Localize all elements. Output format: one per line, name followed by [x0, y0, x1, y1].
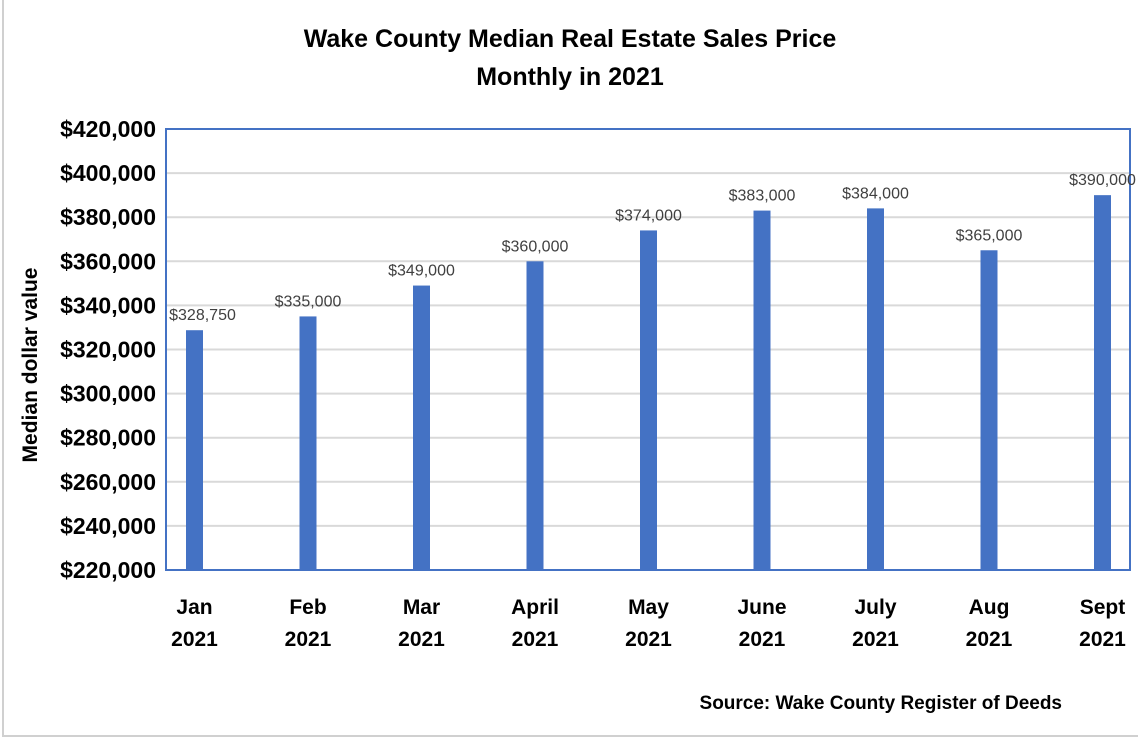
chart-title-line-2: Monthly in 2021 [476, 63, 664, 91]
bar-aug [980, 250, 998, 570]
y-tick-label: $360,000 [60, 248, 156, 274]
bar-jan [186, 330, 203, 570]
bar-july [867, 208, 884, 570]
data-label: $384,000 [842, 185, 909, 202]
y-tick-label: $340,000 [60, 292, 156, 318]
bar-april [526, 261, 544, 570]
data-label: $349,000 [388, 263, 455, 280]
x-tick-label: Mar [403, 596, 440, 619]
bar-may [640, 230, 657, 570]
x-tick-label: 2021 [398, 628, 445, 651]
x-tick-label: July [854, 596, 896, 619]
x-tick-label: Feb [289, 596, 326, 619]
x-tick-label: 2021 [512, 628, 559, 651]
plot-area-border [165, 128, 1131, 571]
y-tick-label: $260,000 [60, 469, 156, 495]
x-tick-label: 2021 [625, 628, 672, 651]
bar-sept [1094, 195, 1111, 570]
source-note: Source: Wake County Register of Deeds [700, 693, 1062, 714]
y-tick-label: $380,000 [60, 204, 156, 230]
y-tick-label: $280,000 [60, 425, 156, 451]
x-tick-label: Jan [176, 596, 212, 619]
data-label: $328,750 [169, 307, 236, 324]
bar-feb [299, 316, 317, 570]
data-label: $390,000 [1069, 172, 1136, 189]
bar-mar [413, 285, 430, 570]
y-tick-label: $220,000 [60, 557, 156, 583]
x-tick-label: 2021 [966, 628, 1013, 651]
x-tick-label: Aug [969, 596, 1010, 619]
y-tick-label: $400,000 [60, 160, 156, 186]
y-tick-label: $240,000 [60, 513, 156, 539]
data-label: $374,000 [615, 207, 682, 224]
data-label: $360,000 [502, 238, 569, 255]
y-tick-label: $300,000 [60, 381, 156, 407]
chart-title-line-1: Wake County Median Real Estate Sales Pri… [304, 25, 837, 53]
data-label: $365,000 [956, 227, 1023, 244]
x-tick-label: April [511, 596, 559, 619]
x-tick-label: May [628, 596, 669, 619]
y-axis-label: Median dollar value [19, 268, 42, 463]
x-tick-label: 2021 [739, 628, 786, 651]
data-label: $383,000 [729, 188, 796, 205]
x-tick-label: June [737, 596, 786, 619]
x-tick-label: 2021 [852, 628, 899, 651]
x-tick-label: Sept [1080, 596, 1126, 619]
x-tick-label: 2021 [1079, 628, 1126, 651]
bar-june [753, 210, 771, 570]
x-tick-label: 2021 [171, 628, 218, 651]
x-tick-label: 2021 [285, 628, 332, 651]
y-tick-label: $420,000 [60, 116, 156, 142]
y-tick-label: $320,000 [60, 337, 156, 363]
data-label: $335,000 [275, 293, 342, 310]
